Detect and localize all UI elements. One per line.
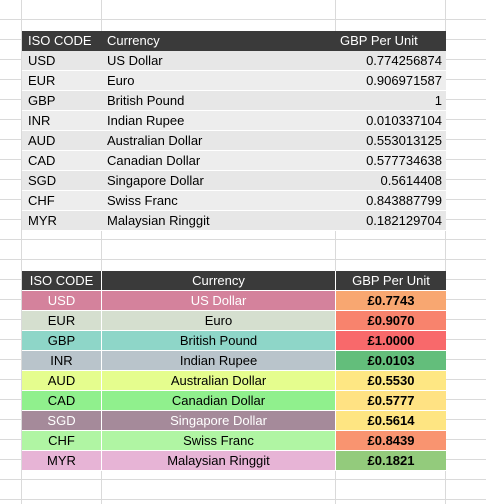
cell-currency[interactable]: Malaysian Ringgit xyxy=(102,451,336,470)
table-row: EUR Euro £0.9070 xyxy=(22,311,446,331)
cell-gbp-per-unit[interactable]: 0.182129704 xyxy=(366,213,442,228)
cell-iso-code[interactable]: CHF xyxy=(22,431,102,450)
cell-gbp-per-unit[interactable]: £1.0000 xyxy=(336,331,446,350)
table-row: MYR Malaysian Ringgit 0.182129704 xyxy=(22,211,446,231)
cell-iso-code[interactable]: USD xyxy=(28,53,56,68)
cell-gbp-per-unit[interactable]: 0.5614408 xyxy=(380,173,442,188)
table-row: CHF Swiss Franc £0.8439 xyxy=(22,431,446,451)
cell-gbp-per-unit[interactable]: 0.577734638 xyxy=(366,153,442,168)
table-row: CHF Swiss Franc 0.843887799 xyxy=(22,191,446,211)
cell-currency[interactable]: Australian Dollar xyxy=(107,133,203,148)
cell-gbp-per-unit[interactable]: £0.8439 xyxy=(336,431,446,450)
cell-iso-code[interactable]: AUD xyxy=(28,133,56,148)
header-iso-code[interactable]: ISO CODE xyxy=(28,33,92,48)
cell-gbp-per-unit[interactable]: £0.7743 xyxy=(336,291,446,310)
cell-iso-code[interactable]: GBP xyxy=(22,331,102,350)
table-row: CAD Canadian Dollar 0.577734638 xyxy=(22,151,446,171)
cell-currency[interactable]: Singapore Dollar xyxy=(102,411,336,430)
currency-table-raw: ISO CODE Currency GBP Per Unit USD US Dol… xyxy=(22,31,446,231)
cell-iso-code[interactable]: USD xyxy=(22,291,102,310)
cell-iso-code[interactable]: SGD xyxy=(22,411,102,430)
currency-table-formatted: ISO CODE Currency GBP Per Unit USD US Dol… xyxy=(22,271,446,471)
header-currency[interactable]: Currency xyxy=(102,271,336,290)
table-row: USD US Dollar 0.774256874 xyxy=(22,51,446,71)
table-row: GBP British Pound 1 xyxy=(22,91,446,111)
table-header-row: ISO CODE Currency GBP Per Unit xyxy=(22,31,446,51)
cell-gbp-per-unit[interactable]: 0.906971587 xyxy=(366,73,442,88)
cell-currency[interactable]: US Dollar xyxy=(107,53,163,68)
cell-gbp-per-unit[interactable]: £0.5614 xyxy=(336,411,446,430)
cell-iso-code[interactable]: CHF xyxy=(28,193,55,208)
cell-currency[interactable]: Singapore Dollar xyxy=(107,173,204,188)
cell-gbp-per-unit[interactable]: 0.553013125 xyxy=(366,133,442,148)
table-row: MYR Malaysian Ringgit £0.1821 xyxy=(22,451,446,471)
cell-gbp-per-unit[interactable]: £0.5530 xyxy=(336,371,446,390)
cell-gbp-per-unit[interactable]: £0.0103 xyxy=(336,351,446,370)
cell-gbp-per-unit[interactable]: 0.010337104 xyxy=(366,113,442,128)
cell-iso-code[interactable]: EUR xyxy=(28,73,56,88)
header-currency[interactable]: Currency xyxy=(107,33,160,48)
header-iso-code[interactable]: ISO CODE xyxy=(22,271,102,290)
cell-iso-code[interactable]: CAD xyxy=(22,391,102,410)
cell-gbp-per-unit[interactable]: £0.1821 xyxy=(336,451,446,470)
header-gbp-per-unit[interactable]: GBP Per Unit xyxy=(352,273,430,288)
table-row: EUR Euro 0.906971587 xyxy=(22,71,446,91)
cell-currency[interactable]: Canadian Dollar xyxy=(102,391,336,410)
cell-gbp-per-unit[interactable]: £0.9070 xyxy=(336,311,446,330)
cell-currency[interactable]: Euro xyxy=(107,73,135,88)
cell-currency[interactable]: Indian Rupee xyxy=(107,113,185,128)
cell-iso-code[interactable]: MYR xyxy=(28,213,57,228)
cell-iso-code[interactable]: AUD xyxy=(22,371,102,390)
table-row: SGD Singapore Dollar 0.5614408 xyxy=(22,171,446,191)
table-row: AUD Australian Dollar 0.553013125 xyxy=(22,131,446,151)
cell-currency[interactable]: Malaysian Ringgit xyxy=(107,213,210,228)
cell-currency[interactable]: Swiss Franc xyxy=(107,193,178,208)
cell-currency[interactable]: Indian Rupee xyxy=(102,351,336,370)
table-row: CAD Canadian Dollar £0.5777 xyxy=(22,391,446,411)
cell-iso-code[interactable]: CAD xyxy=(28,153,56,168)
cell-iso-code[interactable]: GBP xyxy=(28,93,56,108)
cell-gbp-per-unit[interactable]: £0.5777 xyxy=(336,391,446,410)
cell-currency[interactable]: British Pound xyxy=(107,93,185,108)
table-row: INR Indian Rupee 0.010337104 xyxy=(22,111,446,131)
cell-currency[interactable]: US Dollar xyxy=(102,291,336,310)
cell-iso-code[interactable]: INR xyxy=(22,351,102,370)
cell-gbp-per-unit[interactable]: 0.774256874 xyxy=(366,53,442,68)
table-row: GBP British Pound £1.0000 xyxy=(22,331,446,351)
cell-currency[interactable]: Australian Dollar xyxy=(102,371,336,390)
cell-gbp-per-unit[interactable]: 1 xyxy=(434,93,442,108)
table-row: USD US Dollar £0.7743 xyxy=(22,291,446,311)
cell-iso-code[interactable]: SGD xyxy=(28,173,57,188)
table-row: AUD Australian Dollar £0.5530 xyxy=(22,371,446,391)
cell-currency[interactable]: British Pound xyxy=(102,331,336,350)
cell-gbp-per-unit[interactable]: 0.843887799 xyxy=(366,193,442,208)
cell-iso-code[interactable]: MYR xyxy=(22,451,102,470)
table-row: SGD Singapore Dollar £0.5614 xyxy=(22,411,446,431)
cell-iso-code[interactable]: INR xyxy=(28,113,51,128)
cell-iso-code[interactable]: EUR xyxy=(22,311,102,330)
cell-currency[interactable]: Swiss Franc xyxy=(102,431,336,450)
table-row: INR Indian Rupee £0.0103 xyxy=(22,351,446,371)
header-gbp-per-unit[interactable]: GBP Per Unit xyxy=(340,33,418,48)
cell-currency[interactable]: Canadian Dollar xyxy=(107,153,201,168)
cell-currency[interactable]: Euro xyxy=(102,311,336,330)
table-header-row: ISO CODE Currency GBP Per Unit xyxy=(22,271,446,291)
